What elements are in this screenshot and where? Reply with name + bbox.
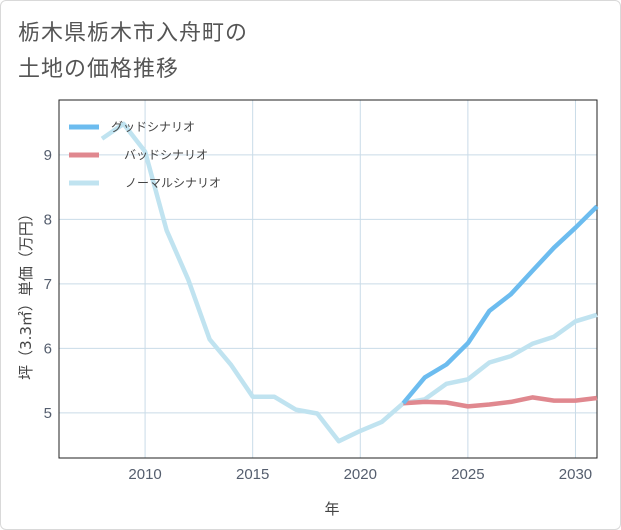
legend-label-0: グッドシナリオ: [111, 120, 195, 134]
x-tick-label: 2010: [128, 466, 161, 483]
y-tick-label: 5: [44, 405, 52, 422]
x-tick-label: 2030: [559, 466, 592, 483]
legend-label-1: バッドシナリオ: [124, 148, 208, 162]
x-axis-title: 年: [324, 500, 339, 518]
series-line-1: [403, 395, 598, 409]
axis-ticks: 2010 2015 2020 2025 2030 5 6 7 8 9: [44, 147, 593, 483]
chart-title-line-2: 土地の価格推移: [18, 56, 180, 81]
series-line-0: [401, 204, 599, 405]
y-tick-label: 7: [44, 276, 52, 293]
series-line-2: [100, 121, 598, 444]
chart-title: 栃木県栃木市入舟町の 土地の価格推移: [18, 15, 418, 87]
plot-area-border: [58, 99, 598, 459]
x-tick-label: 2025: [451, 466, 484, 483]
y-tick-label: 9: [44, 147, 52, 164]
y-tick-label: 6: [44, 340, 52, 357]
x-tick-label: 2015: [236, 466, 269, 483]
chart-title-line-1: 栃木県栃木市入舟町の: [18, 20, 249, 45]
y-tick-label: 8: [44, 211, 52, 228]
y-axis-title: 坪（3.3㎡）単価（万円）: [17, 206, 35, 380]
series-layer: [100, 121, 599, 444]
legend-label-2: ノーマルシナリオ: [125, 176, 221, 190]
grid-lines: [59, 100, 597, 458]
x-tick-label: 2020: [344, 466, 377, 483]
